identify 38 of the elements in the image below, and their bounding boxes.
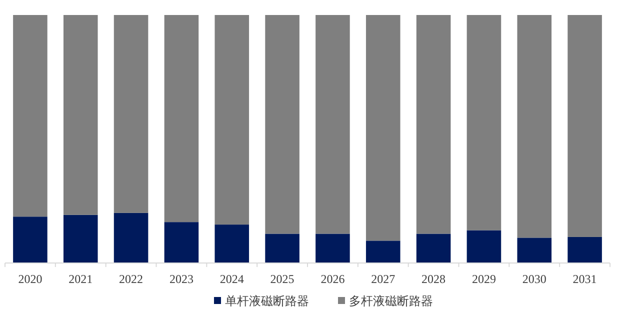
bar xyxy=(466,15,502,230)
bar xyxy=(214,224,250,263)
x-tick-label: 2026 xyxy=(320,272,345,286)
x-tick-label: 2031 xyxy=(572,272,597,286)
bar xyxy=(366,240,400,263)
x-tick-label: 2024 xyxy=(220,272,244,286)
bar xyxy=(466,230,502,263)
x-tick-label: 2025 xyxy=(270,272,294,286)
bar xyxy=(265,15,300,234)
x-tick-label: 2020 xyxy=(18,272,42,286)
bar xyxy=(164,222,199,263)
bar xyxy=(416,234,451,263)
bar xyxy=(164,15,199,222)
bar xyxy=(214,15,250,225)
bar xyxy=(517,15,552,238)
x-tick-label: 2021 xyxy=(68,272,93,286)
bar xyxy=(114,212,148,263)
bar xyxy=(366,15,400,241)
bar xyxy=(568,236,602,263)
bar xyxy=(265,234,300,263)
bar xyxy=(316,15,350,234)
x-tick-label: 2030 xyxy=(522,272,546,286)
bar xyxy=(568,15,602,237)
bar xyxy=(63,15,98,215)
x-tick-label: 2028 xyxy=(422,272,446,286)
bar xyxy=(316,234,350,263)
x-tick-label: 2027 xyxy=(371,272,396,286)
x-tick-label: 2022 xyxy=(119,272,144,286)
bar xyxy=(13,15,48,217)
x-tick-label: 2029 xyxy=(472,272,496,286)
x-tick-label: 2023 xyxy=(169,272,194,286)
bar xyxy=(13,216,48,263)
bar xyxy=(63,214,98,263)
bar xyxy=(416,15,451,234)
bar xyxy=(517,238,552,263)
legend-label: 多杆液磁断路器 xyxy=(349,294,433,308)
legend-label: 单杆液磁断路器 xyxy=(225,294,309,308)
bar xyxy=(114,15,148,213)
